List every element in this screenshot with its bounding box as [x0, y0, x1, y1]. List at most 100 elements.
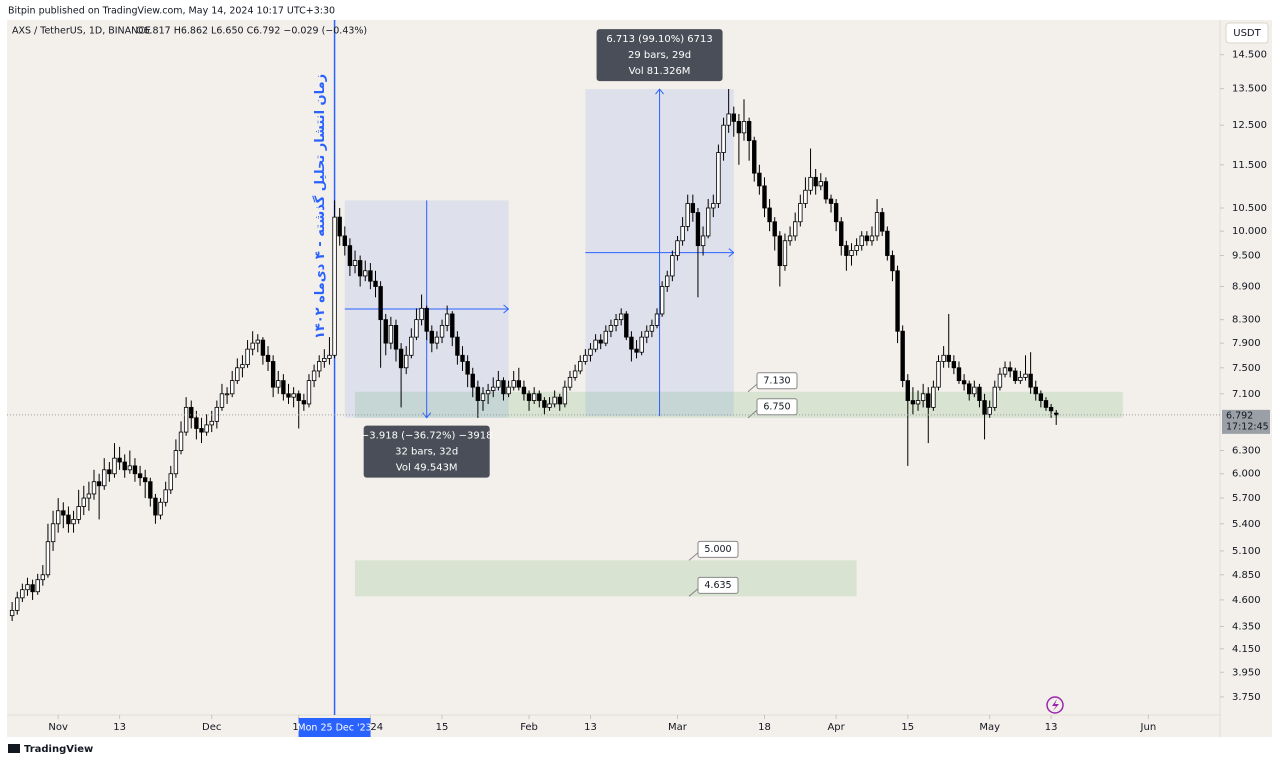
candle-body	[383, 319, 388, 344]
candle-body	[230, 380, 235, 395]
candle-body	[823, 181, 829, 200]
candle-body	[352, 260, 358, 267]
ohlc-legend: O6.817 H6.862 L6.650 C6.792 −0.029 (−0.4…	[136, 26, 367, 37]
candle-body	[746, 121, 752, 142]
candle-body	[833, 203, 839, 223]
y-tick-label: 7.100	[1232, 389, 1261, 400]
candle-body	[721, 124, 726, 153]
candle-body	[66, 514, 71, 525]
y-tick-label: 9.500	[1232, 251, 1261, 262]
candle-body	[178, 431, 184, 451]
candle-body	[388, 325, 394, 344]
candle-body	[332, 216, 337, 356]
candle-body	[25, 584, 30, 591]
candle-body	[839, 221, 844, 247]
candle-body	[931, 386, 936, 408]
measure-label: Vol 81.326M	[629, 66, 691, 77]
candle-body	[148, 481, 153, 499]
y-tick-label: 3.950	[1232, 667, 1261, 678]
candle-body	[818, 181, 823, 187]
candle-body	[91, 481, 97, 495]
candle-body	[808, 176, 813, 191]
candle-body	[20, 589, 25, 599]
candle-body	[1018, 376, 1023, 382]
candle-body	[378, 286, 383, 321]
candle-body	[122, 461, 127, 471]
candle-body	[828, 198, 834, 204]
candle-body	[869, 235, 875, 242]
candle-body	[992, 386, 997, 408]
candle-body	[35, 579, 40, 593]
candle-body	[680, 226, 685, 242]
candle-body	[219, 393, 225, 408]
candle-body	[885, 230, 890, 256]
candle-body	[317, 361, 322, 372]
chart-layer: 14.500 13.500 12.500 11.500 10.500 10.000 9.50…	[7, 20, 1270, 737]
candle-body	[1013, 370, 1018, 382]
callout-label: 4.635	[704, 580, 731, 591]
candle-body	[398, 348, 404, 369]
candle-body	[905, 380, 910, 401]
candle-body	[61, 510, 66, 516]
alert-icon[interactable]	[1046, 696, 1064, 714]
candle-body	[736, 121, 742, 134]
candle-body	[731, 113, 736, 122]
candle-body	[644, 330, 649, 338]
measure-label: Vol 49.543M	[396, 463, 458, 474]
candle-body	[363, 270, 368, 277]
candle-body	[665, 275, 670, 287]
candle-body	[373, 280, 378, 287]
candle-body	[798, 203, 803, 223]
candle-body	[322, 357, 327, 362]
candle-body	[583, 354, 588, 362]
candle-body	[1048, 406, 1054, 412]
candle-body	[168, 473, 173, 491]
candle-body	[608, 325, 614, 332]
candle-body	[1043, 400, 1049, 408]
measure-label-box	[596, 29, 723, 82]
y-tick-label: 4.150	[1232, 644, 1261, 655]
candle-body	[624, 313, 629, 338]
candle-body	[598, 339, 603, 344]
candle-body	[700, 235, 706, 247]
candle-body	[1028, 373, 1033, 388]
candle-body	[342, 235, 347, 247]
y-tick-label: 3.750	[1232, 692, 1261, 703]
candle-body	[429, 330, 434, 344]
candle-body	[777, 235, 783, 267]
y-tick-label: 7.900	[1232, 338, 1261, 349]
plot-background	[7, 20, 1272, 737]
candle-body	[762, 185, 767, 209]
y-tick-label: 11.500	[1232, 160, 1267, 171]
candle-body	[1054, 412, 1059, 416]
candle-body	[81, 497, 86, 507]
marker-date-label: Mon 25 Dec '23	[297, 723, 371, 734]
candle-body	[849, 250, 854, 256]
candle-body	[782, 240, 788, 267]
candle-body	[480, 393, 486, 401]
y-tick-label: 4.600	[1232, 595, 1261, 606]
candle-body	[542, 400, 547, 408]
candle-body	[107, 469, 112, 475]
candle-body	[711, 203, 716, 209]
candle-body	[347, 245, 353, 267]
candle-body	[654, 313, 660, 326]
candle-body	[1033, 386, 1038, 395]
candle-body	[967, 383, 972, 395]
candle-body	[557, 396, 562, 405]
candle-body	[485, 390, 491, 395]
y-tick-label: 4.350	[1232, 621, 1261, 632]
candle-body	[752, 140, 757, 174]
candle-body	[593, 339, 598, 350]
candle-body	[552, 396, 557, 405]
x-tick-label: 13	[584, 722, 597, 733]
candle-body	[163, 489, 168, 503]
candle-body	[803, 189, 808, 204]
x-tick-label: 13	[113, 722, 126, 733]
candle-body	[260, 339, 266, 356]
last-price-box	[1222, 409, 1270, 434]
y-tick-label: 14.500	[1232, 50, 1267, 61]
y-tick-label: 12.500	[1232, 120, 1267, 131]
measure-label: 6.713 (99.10%) 6713	[606, 34, 712, 45]
candle-body	[813, 176, 818, 187]
